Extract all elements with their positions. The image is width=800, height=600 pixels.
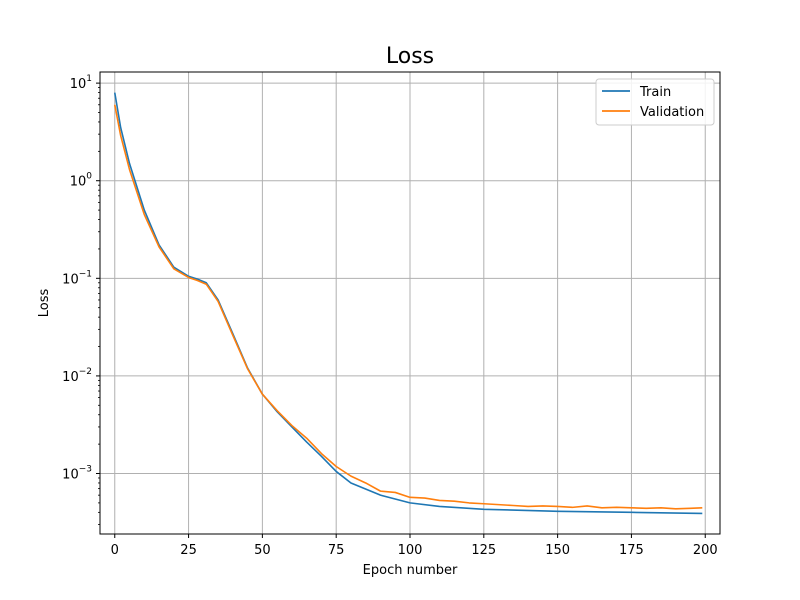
- x-axis-label: Epoch number: [363, 563, 458, 578]
- chart-title: Loss: [386, 44, 434, 69]
- series-line-validation: [113, 104, 703, 510]
- x-tick-label: 100: [398, 543, 423, 558]
- x-tick-label: 0: [111, 543, 119, 558]
- x-tick-label: 125: [471, 543, 496, 558]
- y-axis-ticks: 10−3 10−2 10−1 100 101: [62, 74, 100, 525]
- series-line-train: [113, 92, 703, 515]
- legend: Train Validation: [595, 78, 715, 126]
- x-tick-label: 150: [545, 543, 570, 558]
- grid: [100, 72, 720, 534]
- y-tick-label: 100: [70, 172, 93, 190]
- x-tick-label: 75: [328, 543, 345, 558]
- x-tick-label: 175: [619, 543, 644, 558]
- legend-label-train: Train: [639, 85, 671, 100]
- x-tick-label: 50: [254, 543, 271, 558]
- x-tick-label: 25: [180, 543, 197, 558]
- x-tick-label: 200: [693, 543, 718, 558]
- plot-lines: [113, 92, 703, 515]
- y-tick-label: 10−1: [62, 269, 92, 287]
- y-axis-label: Loss: [37, 289, 52, 318]
- x-axis-ticks: 0 25 50 75 100 125 150 175 200: [111, 534, 718, 558]
- legend-label-validation: Validation: [640, 105, 704, 120]
- y-tick-label: 10−2: [62, 367, 92, 385]
- y-tick-label: 101: [70, 74, 92, 92]
- y-tick-label: 10−3: [62, 465, 92, 483]
